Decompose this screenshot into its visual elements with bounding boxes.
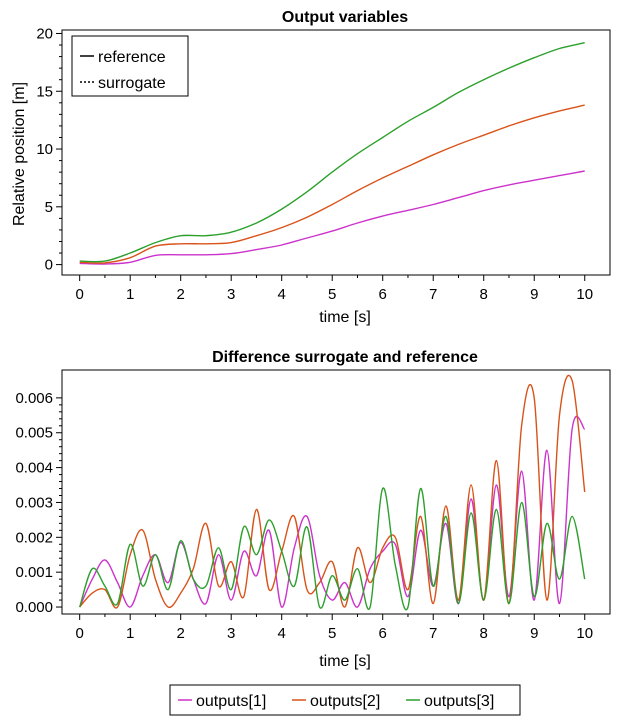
x-tick-label-bottom: 3 (227, 625, 235, 642)
x-tick-label-bottom: 9 (530, 625, 538, 642)
series-line-outputs2-bottom (79, 374, 586, 609)
x-axis-label-top: time [s] (319, 309, 371, 326)
x-tick-label-top: 5 (328, 286, 336, 303)
y-tick-label-bottom: 0.006 (15, 390, 53, 407)
series-line-outputs1-top (79, 170, 585, 265)
legend-outputs1-label: outputs[1] (196, 693, 266, 710)
y-tick-label-bottom: 0.005 (15, 425, 53, 442)
x-tick-label-top: 10 (576, 286, 593, 303)
y-tick-label-bottom: 0.004 (15, 460, 53, 477)
series-line-outputs2-top (79, 104, 585, 264)
x-tick-label-bottom: 0 (76, 625, 84, 642)
series-line-outputs3-top (79, 42, 585, 263)
x-tick-label-bottom: 2 (177, 625, 185, 642)
x-tick-label-top: 6 (379, 286, 387, 303)
y-axis-label-top: Relative position [m] (11, 82, 28, 226)
x-tick-label-top: 4 (278, 286, 286, 303)
series-line-outputs1-bottom (79, 415, 586, 608)
x-tick-label-top: 2 (177, 286, 185, 303)
y-tick-label-bottom: 0.003 (15, 494, 53, 511)
x-tick-label-top: 8 (480, 286, 488, 303)
x-tick-label-bottom: 1 (126, 625, 134, 642)
x-tick-label-top: 9 (530, 286, 538, 303)
y-tick-label-bottom: 0.001 (15, 564, 53, 581)
y-tick-label-bottom: 0.000 (15, 599, 53, 616)
y-tick-label-top: 10 (36, 141, 53, 158)
x-tick-label-bottom: 5 (328, 625, 336, 642)
y-tick-label-top: 20 (36, 25, 53, 42)
legend-reference-label: reference (98, 49, 166, 66)
x-tick-label-top: 7 (429, 286, 437, 303)
x-tick-label-bottom: 10 (576, 625, 593, 642)
chart-title-bottom: Difference surrogate and reference (212, 349, 478, 366)
plot-output-variables: 0 1 2 3 4 5 6 7 8 9 10 0 5 10 15 20 (36, 25, 611, 303)
x-axis-label-bottom: time [s] (319, 653, 371, 670)
legend-outputs3-label: outputs[3] (424, 693, 494, 710)
x-tick-label-bottom: 8 (480, 625, 488, 642)
plot-frame-top (61, 29, 611, 276)
x-tick-label-bottom: 6 (379, 625, 387, 642)
plot-difference: 0 1 2 3 4 5 6 7 8 9 10 0.000 0.001 0.002 0.003 0.004 0.0… (15, 369, 611, 642)
y-tick-label-top: 15 (36, 83, 53, 100)
chart-title-top: Output variables (282, 9, 408, 26)
plot-frame-bottom (61, 369, 611, 615)
x-tick-label-top: 1 (126, 286, 134, 303)
x-tick-label-top: 3 (227, 286, 235, 303)
x-tick-label-bottom: 7 (429, 625, 437, 642)
y-tick-label-top: 0 (45, 257, 53, 274)
legend-bottom: outputs[1] outputs[2] outputs[3] (169, 684, 521, 716)
legend-surrogate-label: surrogate (98, 75, 166, 92)
legend-outputs2-label: outputs[2] (310, 693, 380, 710)
x-tick-label-bottom: 4 (278, 625, 286, 642)
y-tick-label-top: 5 (45, 199, 53, 216)
series-line-outputs3-bottom (79, 487, 586, 611)
legend-top: reference surrogate (71, 35, 189, 97)
x-tick-label-top: 0 (76, 286, 84, 303)
y-tick-label-bottom: 0.002 (15, 529, 53, 546)
